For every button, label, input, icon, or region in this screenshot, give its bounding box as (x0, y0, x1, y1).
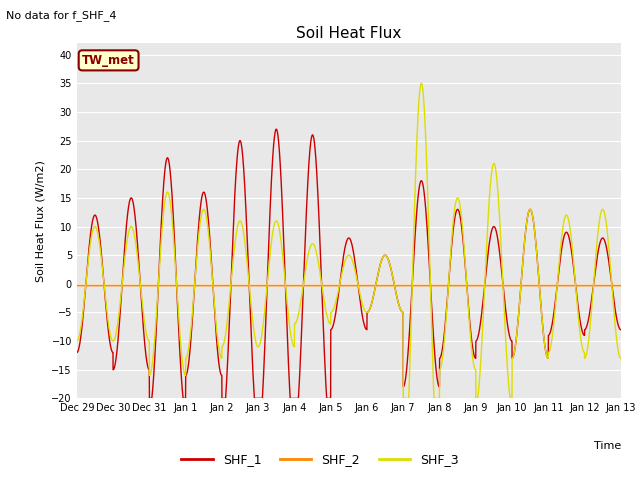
SHF_1 (73, 350, 81, 356)
SHF_3 (471, 365, 479, 371)
Text: Time: Time (593, 441, 621, 451)
SHF_1 (588, 299, 595, 304)
SHF_2 (258, 283, 266, 288)
SHF_2 (330, 283, 338, 288)
SHF_2 (594, 283, 602, 288)
SHF_1 (331, 317, 339, 323)
Line: SHF_3: SHF_3 (77, 84, 621, 398)
SHF_2 (617, 283, 625, 288)
SHF_1 (145, 396, 153, 401)
SHF_2 (73, 283, 81, 288)
SHF_3 (617, 355, 625, 361)
SHF_3 (73, 338, 81, 344)
SHF_2 (588, 283, 595, 288)
SHF_1 (594, 249, 602, 255)
SHF_1 (273, 126, 280, 132)
Y-axis label: Soil Heat Flux (W/m2): Soil Heat Flux (W/m2) (36, 160, 46, 282)
Text: TW_met: TW_met (82, 54, 135, 67)
SHF_2 (486, 283, 493, 288)
SHF_3 (417, 81, 425, 86)
Line: SHF_1: SHF_1 (77, 129, 621, 398)
Title: Soil Heat Flux: Soil Heat Flux (296, 25, 401, 41)
Legend: SHF_1, SHF_2, SHF_3: SHF_1, SHF_2, SHF_3 (177, 448, 463, 471)
SHF_3 (399, 396, 407, 401)
SHF_3 (588, 310, 595, 315)
SHF_2 (470, 283, 478, 288)
SHF_1 (471, 354, 479, 360)
SHF_1 (486, 237, 493, 242)
SHF_3 (594, 229, 602, 235)
Text: No data for f_SHF_4: No data for f_SHF_4 (6, 10, 117, 21)
SHF_3 (486, 188, 493, 193)
SHF_3 (330, 304, 338, 310)
SHF_1 (258, 396, 266, 401)
SHF_3 (258, 333, 266, 338)
SHF_1 (617, 327, 625, 333)
